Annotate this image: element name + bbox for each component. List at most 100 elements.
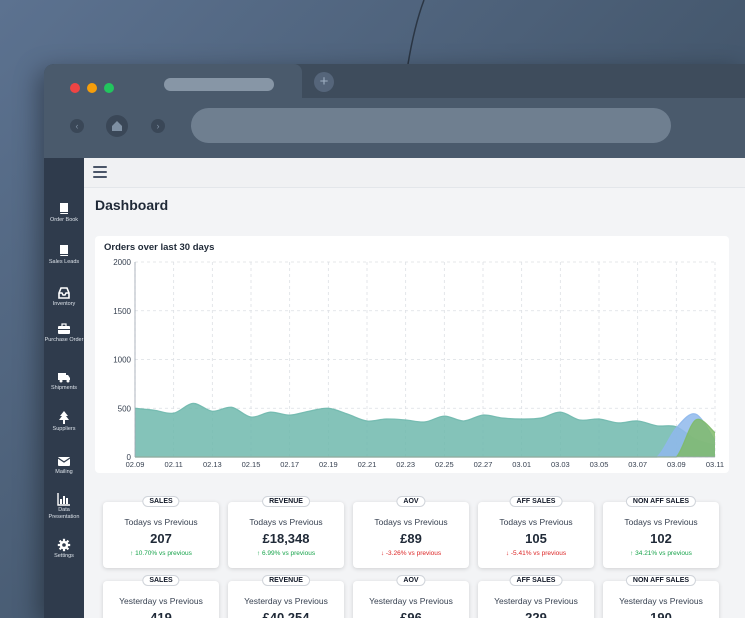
sidebar-item-settings[interactable]: Settings bbox=[44, 538, 84, 560]
forward-icon[interactable]: › bbox=[151, 119, 165, 133]
stat-change-text: -5.41% vs previous bbox=[510, 550, 567, 557]
stat-subtitle: Todays vs Previous bbox=[374, 517, 448, 527]
x-tick-label: 03.03 bbox=[551, 460, 570, 469]
stat-subtitle: Yesterday vs Previous bbox=[494, 596, 578, 606]
bar-chart-icon bbox=[57, 493, 70, 506]
browser-toolbar: ‹ › bbox=[44, 98, 745, 158]
series-line-0 bbox=[134, 402, 716, 446]
page-title: Dashboard bbox=[95, 197, 169, 213]
gear-icon bbox=[57, 538, 71, 552]
sidebar-item-order-book[interactable]: Order Book bbox=[44, 202, 84, 224]
stat-label: SALES bbox=[142, 496, 180, 507]
top-bar bbox=[84, 158, 745, 188]
stat-value: 102 bbox=[650, 531, 672, 546]
stat-value: 419 bbox=[150, 610, 172, 618]
stat-change: ↑ 6.99% vs previous bbox=[228, 550, 344, 557]
stat-subtitle: Yesterday vs Previous bbox=[119, 596, 203, 606]
sidebar-item-label: Settings bbox=[54, 553, 74, 559]
x-tick-label: 02.11 bbox=[165, 460, 183, 469]
address-bar[interactable] bbox=[191, 108, 671, 143]
sidebar-item-label: Order Book bbox=[49, 217, 79, 223]
stat-value: 229 bbox=[525, 610, 547, 618]
orders-chart-card: Orders over last 30 days 0 500 1000 1500 200… bbox=[95, 236, 729, 473]
sidebar-item-sales-leads[interactable]: Sales Leads bbox=[44, 244, 84, 266]
book-icon bbox=[60, 245, 68, 256]
stat-card: AFF SALES Todays vs Previous 105 ↓ -5.41% v… bbox=[478, 496, 594, 568]
stat-label: REVENUE bbox=[262, 575, 310, 586]
sidebar-item-label: Suppliers bbox=[52, 426, 76, 432]
x-tick-label: 02.09 bbox=[126, 460, 145, 469]
stat-subtitle: Yesterday vs Previous bbox=[244, 596, 328, 606]
stat-label: REVENUE bbox=[262, 496, 310, 507]
arrow-down-icon: ↓ bbox=[505, 550, 511, 557]
stat-value: 105 bbox=[525, 531, 547, 546]
stat-card: NON AFF SALES Yesterday vs Previous 190 bbox=[603, 575, 719, 618]
stat-subtitle: Todays vs Previous bbox=[124, 517, 198, 527]
stat-card: REVENUE Todays vs Previous £18,348 ↑ 6.99% … bbox=[228, 496, 344, 568]
stat-change: ↑ 10.70% vs previous bbox=[103, 550, 219, 557]
stat-subtitle: Todays vs Previous bbox=[624, 517, 698, 527]
y-tick-label: 500 bbox=[118, 404, 132, 413]
stat-label: SALES bbox=[142, 575, 180, 586]
x-tick-label: 02.17 bbox=[280, 460, 299, 469]
arrow-up-icon: ↑ bbox=[630, 550, 636, 557]
home-button[interactable] bbox=[106, 115, 128, 137]
x-tick-label: 03.05 bbox=[590, 460, 609, 469]
y-tick-label: 1500 bbox=[113, 307, 131, 316]
stat-value: £96 bbox=[400, 610, 422, 618]
minimize-window-dot[interactable] bbox=[87, 83, 97, 93]
sidebar-item-label: Shipments bbox=[51, 385, 77, 391]
sidebar-item-purchase-order[interactable]: Purchase Order bbox=[44, 322, 84, 344]
series-area-0 bbox=[135, 403, 715, 457]
sidebar-item-label: Mailing bbox=[55, 469, 73, 475]
x-tick-label: 02.27 bbox=[474, 460, 493, 469]
stat-card: SALES Yesterday vs Previous 419 bbox=[103, 575, 219, 618]
y-tick-label: 0 bbox=[127, 453, 132, 462]
back-icon[interactable]: ‹ bbox=[70, 119, 84, 133]
y-tick-label: 2000 bbox=[113, 258, 131, 267]
browser-tab[interactable] bbox=[44, 64, 302, 98]
sidebar-item-shipments[interactable]: Shipments bbox=[44, 370, 84, 392]
stat-label: AOV bbox=[396, 575, 426, 586]
x-tick-label: 03.07 bbox=[628, 460, 647, 469]
sidebar-item-label: Sales Leads bbox=[48, 259, 80, 265]
truck-icon bbox=[58, 373, 70, 383]
stat-label: AFF SALES bbox=[509, 496, 563, 507]
arrow-up-icon: ↑ bbox=[130, 550, 136, 557]
sidebar: Order Book Sales Leads Inventory Purchas… bbox=[44, 158, 84, 618]
envelope-icon bbox=[57, 457, 71, 466]
stat-card: AOV Yesterday vs Previous £96 bbox=[353, 575, 469, 618]
home-icon bbox=[112, 121, 122, 131]
stat-label: AOV bbox=[396, 496, 426, 507]
stat-change: ↓ -3.26% vs previous bbox=[353, 550, 469, 557]
hamburger-menu-icon[interactable] bbox=[93, 166, 107, 178]
stat-subtitle: Yesterday vs Previous bbox=[619, 596, 703, 606]
arrow-up-icon: ↑ bbox=[256, 550, 262, 557]
stat-card: REVENUE Yesterday vs Previous £40,254 bbox=[228, 575, 344, 618]
x-tick-label: 02.15 bbox=[242, 460, 261, 469]
stat-value: £18,348 bbox=[262, 531, 310, 546]
briefcase-icon bbox=[58, 323, 70, 334]
new-tab-button[interactable]: + bbox=[314, 72, 334, 92]
stat-label: NON AFF SALES bbox=[625, 496, 697, 507]
inbox-icon bbox=[58, 287, 70, 299]
chart-title: Orders over last 30 days bbox=[104, 242, 215, 253]
maximize-window-dot[interactable] bbox=[104, 83, 114, 93]
book-icon bbox=[60, 203, 68, 214]
sidebar-item-data-presentation[interactable]: Data Presentation bbox=[44, 492, 84, 521]
orders-area-chart: 0 500 1000 1500 2000 02.09 02.11 02.13 02.15 02.1… bbox=[113, 258, 724, 469]
sidebar-item-inventory[interactable]: Inventory bbox=[44, 286, 84, 308]
sidebar-item-suppliers[interactable]: Suppliers bbox=[44, 411, 84, 433]
stat-change: ↓ -5.41% vs previous bbox=[478, 550, 594, 557]
stat-value: 190 bbox=[650, 610, 672, 618]
browser-window: + ‹ › Order Book Sales Leads Inventory bbox=[44, 64, 745, 618]
stat-label: NON AFF SALES bbox=[625, 575, 697, 586]
stat-card: AFF SALES Yesterday vs Previous 229 bbox=[478, 575, 594, 618]
x-tick-label: 02.25 bbox=[435, 460, 454, 469]
close-window-dot[interactable] bbox=[70, 83, 80, 93]
x-tick-label: 03.01 bbox=[512, 460, 531, 469]
stat-value: £40,254 bbox=[262, 610, 310, 618]
sidebar-item-mailing[interactable]: Mailing bbox=[44, 454, 84, 476]
stat-subtitle: Yesterday vs Previous bbox=[369, 596, 453, 606]
